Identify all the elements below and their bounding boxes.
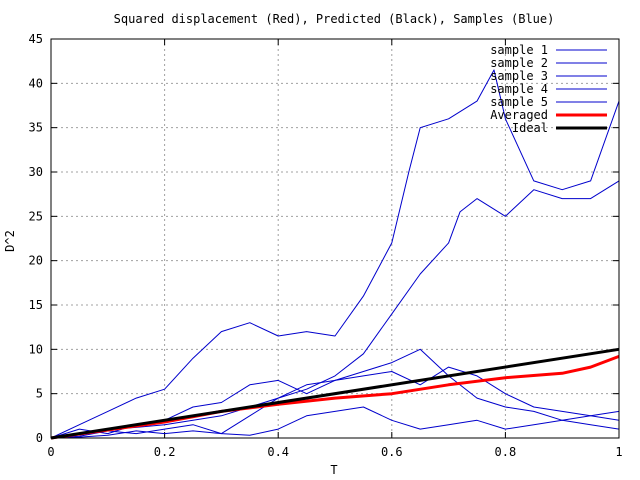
legend-label: sample 3	[490, 69, 548, 83]
y-tick-label: 5	[36, 387, 43, 401]
legend-label: sample 5	[490, 95, 548, 109]
y-tick-label: 45	[29, 32, 43, 46]
series-line-averaged	[50, 354, 620, 440]
x-tick-label: 0.6	[381, 445, 403, 459]
series-layer	[50, 69, 620, 440]
legend-label: sample 1	[490, 43, 548, 57]
plot-frame	[50, 38, 620, 439]
series-line-sample-5	[50, 406, 620, 439]
y-tick-label: 40	[29, 76, 43, 90]
x-axis-label: T	[330, 463, 337, 477]
y-tick-label: 20	[29, 254, 43, 268]
y-tick-label: 25	[29, 209, 43, 223]
legend-label: Ideal	[512, 121, 548, 135]
y-tick-label: 0	[36, 431, 43, 445]
y-tick-label: 15	[29, 298, 43, 312]
series-line-ideal	[50, 347, 620, 440]
y-tick-label: 30	[29, 165, 43, 179]
x-tick-label: 0.4	[267, 445, 289, 459]
x-tick-label: 0	[47, 445, 54, 459]
grid	[51, 39, 619, 438]
chart-title: Squared displacement (Red), Predicted (B…	[114, 12, 555, 26]
x-tick-label: 0.8	[495, 445, 517, 459]
y-tick-label: 35	[29, 121, 43, 135]
y-axis-label: D^2	[3, 230, 17, 252]
x-tick-label: 0.2	[154, 445, 176, 459]
x-tick-label: 1	[615, 445, 622, 459]
y-tick-label: 10	[29, 342, 43, 356]
legend-label: sample 2	[490, 56, 548, 70]
legend-label: Averaged	[490, 108, 548, 122]
legend-label: sample 4	[490, 82, 548, 96]
series-line-sample-1	[50, 69, 620, 439]
series-line-sample-2	[50, 180, 620, 439]
